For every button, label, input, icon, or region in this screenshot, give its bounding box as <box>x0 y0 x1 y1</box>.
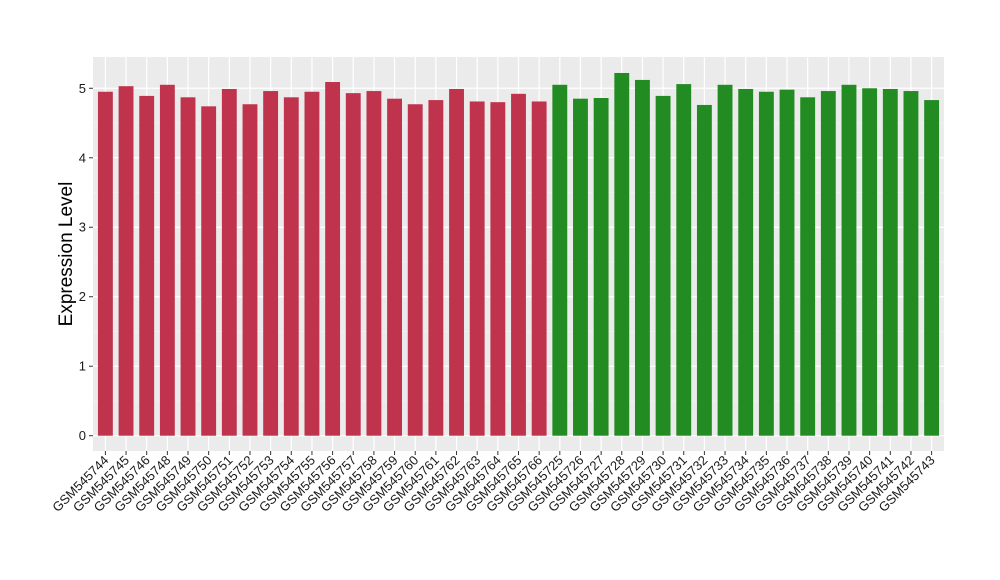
bar-GSM545727 <box>593 97 609 436</box>
bar-GSM545763 <box>469 101 485 436</box>
bar-GSM545753 <box>263 91 279 436</box>
bar-GSM545739 <box>841 84 857 436</box>
bar-GSM545742 <box>903 91 919 436</box>
bar-GSM545752 <box>242 104 258 436</box>
bars <box>97 72 940 436</box>
bar-GSM545766 <box>531 101 547 436</box>
y-tick-label: 4 <box>79 150 86 165</box>
bar-GSM545761 <box>428 100 444 436</box>
bar-GSM545750 <box>201 106 217 436</box>
bar-GSM545749 <box>180 97 196 436</box>
bar-GSM545738 <box>820 91 836 436</box>
bar-GSM545759 <box>387 98 403 436</box>
bar-GSM545764 <box>490 102 506 436</box>
y-tick-label: 5 <box>79 81 86 96</box>
bar-GSM545748 <box>159 84 175 436</box>
bar-GSM545735 <box>758 91 774 436</box>
bar-GSM545725 <box>552 84 568 436</box>
bar-GSM545765 <box>511 93 526 436</box>
bar-GSM545743 <box>924 100 940 436</box>
bar-GSM545746 <box>139 95 155 436</box>
bar-GSM545736 <box>779 89 795 436</box>
y-tick-label: 0 <box>79 428 86 443</box>
x-axis: GSM545744GSM545745GSM545746GSM545748GSM5… <box>49 451 938 515</box>
y-axis: 0 1 2 3 4 5 <box>79 81 93 443</box>
bar-GSM545744 <box>97 91 113 436</box>
bar-GSM545730 <box>655 95 671 436</box>
y-tick-label: 3 <box>79 220 86 235</box>
bar-GSM545734 <box>738 88 754 436</box>
bar-GSM545762 <box>449 88 464 436</box>
bar-GSM545757 <box>345 93 361 436</box>
y-axis-title: Expression Level <box>56 182 77 327</box>
bar-GSM545741 <box>882 88 898 436</box>
bar-GSM545732 <box>696 104 712 436</box>
bar-GSM545760 <box>407 104 423 436</box>
bar-GSM545758 <box>366 91 382 436</box>
bar-GSM545733 <box>717 84 733 436</box>
bar-GSM545728 <box>614 72 630 436</box>
bar-GSM545729 <box>634 79 650 436</box>
bar-GSM545745 <box>118 86 134 436</box>
bar-GSM545754 <box>283 97 299 436</box>
bar-GSM545737 <box>800 97 816 436</box>
bar-GSM545726 <box>573 98 588 436</box>
y-tick-label: 1 <box>79 359 86 374</box>
y-tick-label: 2 <box>79 289 86 304</box>
bar-GSM545751 <box>221 88 237 436</box>
bar-GSM545740 <box>862 88 878 436</box>
bar-GSM545755 <box>304 91 320 436</box>
bar-GSM545731 <box>676 84 692 436</box>
bar-GSM545756 <box>325 82 341 436</box>
